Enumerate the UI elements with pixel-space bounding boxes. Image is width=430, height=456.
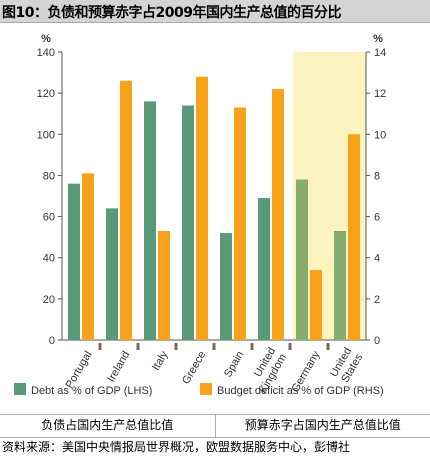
right-tick-label-2: 2	[374, 294, 380, 306]
legend-label-deficit: Budget deficit as % of GDP (RHS)	[217, 385, 384, 397]
right-axis-unit: %	[373, 33, 383, 45]
bar-debt-united-states	[334, 230, 346, 340]
page-title: 图10：负债和预算赤字占2009年国内生产总值的百分比	[2, 5, 341, 21]
bar-deficit-united-kingdom	[272, 89, 284, 341]
left-tick-label-120: 120	[37, 88, 55, 100]
category-separator-1	[98, 343, 102, 350]
right-tick-label-8: 8	[374, 170, 380, 182]
x-tick-label-greece: Greece	[180, 349, 208, 386]
category-separator-5	[250, 343, 254, 350]
bar-debt-united-kingdom	[258, 198, 270, 340]
bar-deficit-united-states	[348, 134, 360, 340]
right-tick-label-12: 12	[374, 88, 386, 100]
left-tick-label-40: 40	[43, 253, 55, 265]
right-tick-label-0: 0	[374, 335, 380, 347]
bar-debt-greece	[182, 105, 194, 340]
chart-frame: 0 20 40 60 80 100 120 140 0 2 4 6 8 10 12 14%% Portugal I…	[0, 22, 430, 414]
right-tick-label-4: 4	[374, 253, 380, 265]
right-tick-label-6: 6	[374, 212, 380, 224]
left-tick-label-100: 100	[37, 129, 55, 141]
table-header-deficit: 预算赤字占国内生产总值比值	[214, 415, 430, 437]
bar-debt-ireland	[106, 208, 118, 340]
left-tick-label-140: 140	[37, 47, 55, 59]
legend-swatch-debt	[14, 383, 26, 395]
table-header-debt: 负债占国内生产总值比值	[41, 418, 174, 432]
bar-deficit-greece	[196, 76, 208, 340]
bar-debt-portugal	[68, 183, 80, 340]
left-tick-label-60: 60	[43, 212, 55, 224]
x-tick-label-spain: Spain	[222, 349, 246, 379]
source-note: 资料来源：美国中央情报局世界概况，欧盟数据服务中心，彭博社	[2, 440, 351, 454]
bar-deficit-germany	[310, 270, 322, 340]
category-separator-6	[288, 343, 292, 350]
legend-label-debt: Debt as % of GDP (LHS)	[31, 385, 152, 397]
right-tick-label-10: 10	[374, 129, 386, 141]
bar-deficit-italy	[158, 230, 170, 340]
category-separator-7	[326, 343, 330, 350]
left-tick-label-0: 0	[49, 335, 55, 347]
category-separator-4	[212, 343, 216, 350]
left-tick-label-20: 20	[43, 294, 55, 306]
left-axis-unit: %	[41, 33, 51, 45]
bar-deficit-ireland	[120, 80, 132, 341]
x-tick-label-united-states: UnitedStates	[328, 345, 365, 385]
title-bar: 图10：负债和预算赤字占2009年国内生产总值的百分比	[0, 0, 430, 23]
category-separator-2	[136, 343, 140, 350]
x-tick-label-italy: Italy	[150, 349, 171, 373]
legend-swatch-deficit	[200, 383, 212, 395]
table-header-row: 负债占国内生产总值比值 预算赤字占国内生产总值比值	[0, 414, 430, 438]
bar-deficit-portugal	[82, 173, 94, 340]
bar-debt-italy	[144, 101, 156, 340]
x-tick-label-ireland: Ireland	[105, 349, 132, 384]
left-tick-label-80: 80	[43, 170, 55, 182]
bar-debt-germany	[296, 179, 308, 340]
right-tick-label-14: 14	[374, 47, 386, 59]
category-separator-3	[174, 343, 178, 350]
bar-debt-spain	[220, 233, 232, 340]
bar-deficit-spain	[234, 107, 246, 341]
